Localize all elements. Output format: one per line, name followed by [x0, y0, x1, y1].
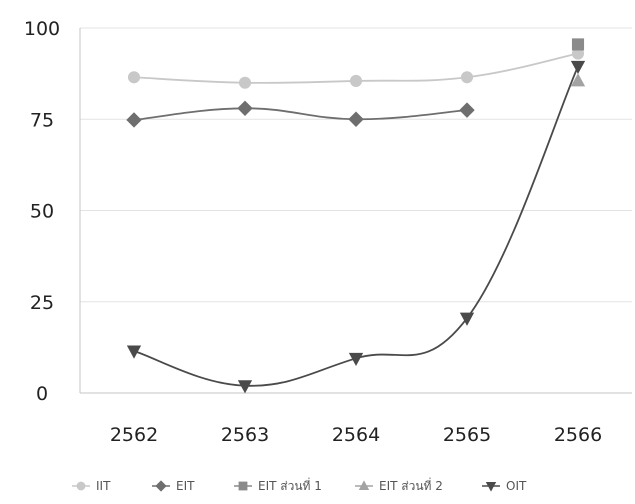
legend-marker-3: [238, 481, 248, 491]
series-group: [126, 38, 586, 394]
series-1-iit-point-2565: [460, 71, 474, 84]
y-tick-label-50: 50: [30, 201, 54, 223]
series-1-iit: [127, 47, 585, 89]
series-4-eit-2-point-2566: [570, 73, 586, 87]
y-tick-label-0: 0: [36, 383, 48, 405]
series-5-oit: [126, 60, 586, 394]
x-tick-label-2563: 2563: [221, 424, 269, 446]
y-tick-label-75: 75: [30, 109, 54, 131]
legend-label-2: EIT: [176, 479, 195, 493]
legend-label-3: EIT ส่วนที่ 1: [258, 477, 322, 493]
y-tick-label-25: 25: [30, 292, 54, 314]
series-2-eit-point-2565: [459, 102, 475, 118]
series-2-eit-point-2562: [126, 112, 142, 128]
series-5-oit-point-2562: [126, 345, 142, 359]
series-2-eit-line: [133, 107, 468, 121]
legend-marker-4: [358, 480, 370, 490]
series-5-oit-point-2566: [570, 60, 586, 75]
series-5-oit-line: [133, 65, 579, 387]
series-1-iit-point-2562: [127, 71, 141, 84]
x-tick-label-2564: 2564: [332, 424, 380, 446]
tick-labels: 0 25 50 75 100 2562 2563 2564 2565 2566: [24, 18, 602, 446]
legend-item-3: EIT ส่วนที่ 1: [234, 477, 322, 493]
series-1-iit-point-2564: [349, 74, 363, 87]
legend-marker-1: [76, 481, 86, 491]
legend-item-4: EIT ส่วนที่ 2: [355, 477, 443, 493]
grid-lines: [80, 27, 632, 303]
legend-label-1: IIT: [96, 479, 111, 493]
legend-label-4: EIT ส่วนที่ 2: [379, 477, 443, 493]
series-2-eit-point-2564: [348, 111, 364, 127]
legend: IIT EIT EIT ส่วนที่ 1 EIT ส่วนที่ 2 OIT: [72, 477, 527, 493]
legend-marker-2: [155, 480, 167, 492]
series-5-oit-point-2564: [348, 352, 364, 367]
series-4-eit-2: [570, 73, 586, 87]
legend-item-1: IIT: [72, 479, 111, 493]
x-tick-label-2566: 2566: [554, 424, 602, 446]
x-tick-label-2565: 2565: [443, 424, 491, 446]
y-tick-label-100: 100: [24, 18, 60, 40]
series-2-eit-point-2563: [237, 100, 253, 116]
legend-item-2: EIT: [152, 479, 195, 493]
legend-item-5: OIT: [482, 479, 527, 493]
series-2-eit: [126, 100, 475, 128]
series-1-iit-point-2566: [571, 47, 585, 60]
series-1-iit-point-2563: [238, 76, 252, 89]
series-5-oit-point-2565: [459, 312, 475, 326]
legend-marker-5: [485, 482, 497, 492]
series-3-eit-1: [571, 38, 585, 51]
series-5-oit-point-2563: [237, 380, 253, 394]
axes: [79, 28, 632, 394]
series-3-eit-1-point-2566: [571, 38, 585, 51]
x-tick-label-2562: 2562: [110, 424, 158, 446]
legend-label-5: OIT: [506, 479, 527, 493]
